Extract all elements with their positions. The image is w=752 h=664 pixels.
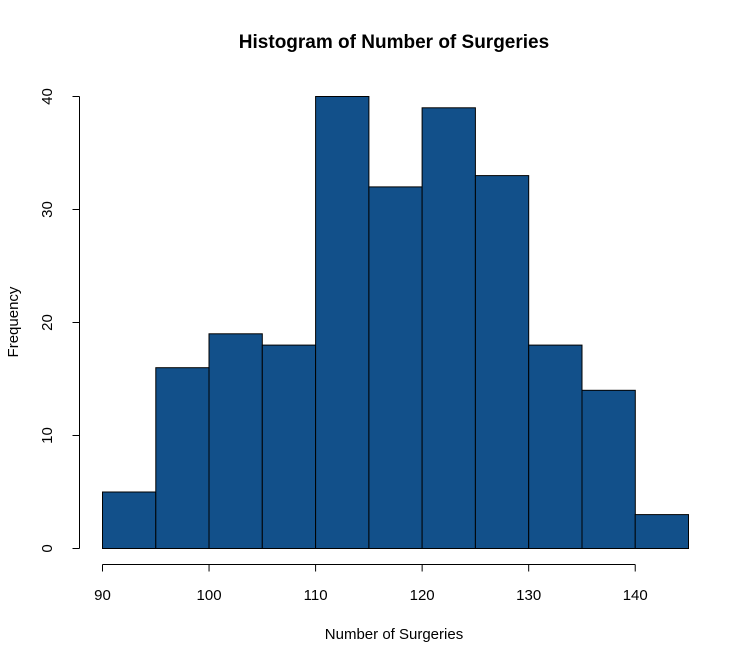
x-tick-label: 130 [516, 587, 541, 604]
y-tick-label: 30 [39, 201, 56, 218]
y-axis-label: Frequency [5, 286, 22, 357]
x-tick-label: 140 [623, 587, 648, 604]
histogram-bar [155, 367, 210, 550]
x-axis: 90 100 110 120 130 140 [94, 564, 648, 604]
x-tick-label: 90 [94, 587, 111, 604]
histogram-bar [315, 96, 370, 549]
histogram-bar [368, 186, 423, 549]
histogram-bar [581, 389, 636, 549]
y-tick-label: 0 [39, 544, 56, 552]
histogram-bar [102, 491, 157, 549]
histogram-bar [208, 333, 263, 549]
histogram-bar [421, 107, 476, 550]
x-tick-label: 120 [410, 587, 435, 604]
y-tick-label: 20 [39, 314, 56, 331]
bars-group [102, 96, 690, 550]
histogram-bar [528, 344, 583, 549]
x-axis-label: Number of Surgeries [325, 626, 463, 643]
histogram-bar [261, 344, 317, 549]
chart-title: Histogram of Number of Surgeries [239, 32, 549, 53]
y-axis: 0 10 20 30 40 [39, 88, 80, 553]
x-tick-label: 100 [197, 587, 222, 604]
histogram-bar [634, 514, 690, 549]
y-tick-label: 40 [39, 88, 56, 105]
x-tick-label: 110 [304, 587, 328, 604]
y-tick-label: 10 [39, 427, 56, 444]
histogram-bar [474, 175, 530, 549]
